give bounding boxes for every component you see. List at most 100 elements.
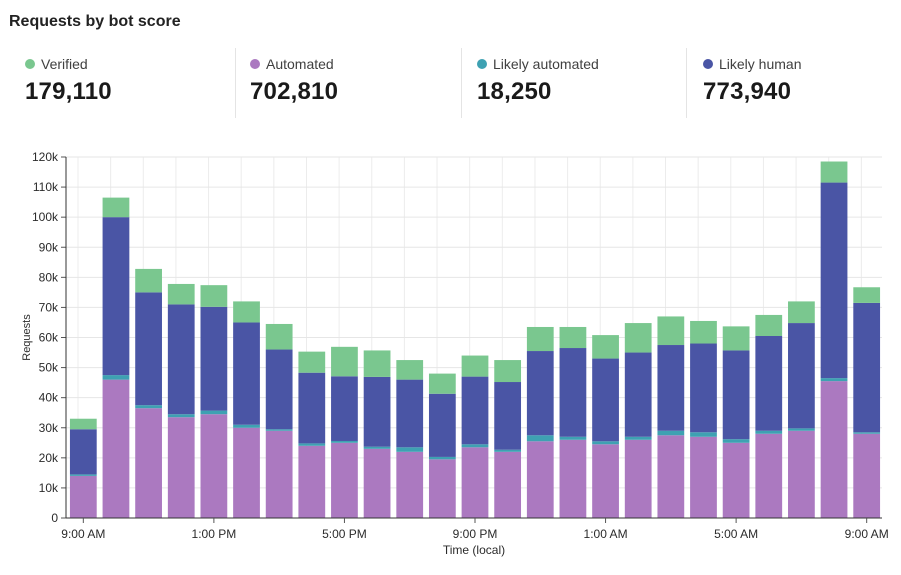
bar-segment <box>723 326 750 350</box>
bar-segment <box>364 350 391 376</box>
bar-segment <box>592 441 619 444</box>
bar-segment <box>233 301 260 322</box>
bar-segment <box>200 307 227 411</box>
bar-segment <box>755 315 782 336</box>
bar-segment <box>494 450 521 452</box>
bar-segment <box>266 324 293 350</box>
stat-divider <box>461 48 462 118</box>
x-axis-label: Time (local) <box>443 543 505 557</box>
bar-segment <box>200 414 227 518</box>
stat-divider <box>235 48 236 118</box>
y-tick-label: 110k <box>33 180 59 194</box>
bar-segment <box>135 292 162 405</box>
bar-segment <box>364 449 391 518</box>
bar-segment <box>429 459 456 518</box>
bar-segment <box>396 447 423 452</box>
bar-segment <box>560 440 587 518</box>
bar-segment <box>429 374 456 394</box>
bar-segment <box>233 425 260 428</box>
bar-segment <box>429 457 456 459</box>
stat-likely-automated: Likely automated 18,250 <box>477 48 687 120</box>
bar-segment <box>657 435 684 518</box>
stat-label: Verified <box>41 56 88 72</box>
bar-segment <box>233 428 260 518</box>
stat-label: Likely automated <box>493 56 599 72</box>
x-tick-label: 9:00 PM <box>453 527 498 541</box>
chart-title: Requests by bot score <box>9 13 181 31</box>
bar-segment <box>755 336 782 431</box>
bar-segment <box>527 327 554 351</box>
bar-segment <box>690 344 717 433</box>
y-axis-label: Requests <box>21 314 33 361</box>
x-tick-label: 5:00 PM <box>322 527 367 541</box>
bar-segment <box>625 353 652 437</box>
stat-verified: Verified 179,110 <box>25 48 235 120</box>
bar-segment <box>853 432 880 434</box>
bar-segment <box>723 439 750 443</box>
bar-segment <box>527 441 554 518</box>
likely-human-legend-dot <box>703 59 713 69</box>
bar-segment <box>364 377 391 447</box>
automated-legend-dot <box>250 59 260 69</box>
bar-segment <box>657 431 684 436</box>
bar-segment <box>560 348 587 437</box>
x-tick-label: 9:00 AM <box>61 527 105 541</box>
bar-segment <box>723 443 750 518</box>
bar-segment <box>788 428 815 430</box>
bar-segment <box>266 431 293 518</box>
bar-segment <box>70 429 97 474</box>
stat-value: 179,110 <box>25 78 112 106</box>
stat-automated: Automated 702,810 <box>250 48 460 120</box>
y-tick-label: 80k <box>39 270 59 284</box>
bar-segment <box>821 183 848 379</box>
bar-segment <box>657 316 684 345</box>
chart-card: Requests by bot score Verified 179,110 A… <box>0 0 901 575</box>
stat-label: Automated <box>266 56 334 72</box>
y-tick-label: 120k <box>32 150 59 164</box>
bar-segment <box>298 443 325 445</box>
bar-segment <box>788 301 815 323</box>
bar-segment <box>560 437 587 440</box>
bar-segment <box>135 405 162 408</box>
bar-segment <box>266 429 293 431</box>
stat-label: Likely human <box>719 56 802 72</box>
bar-segment <box>625 440 652 518</box>
y-tick-label: 100k <box>32 210 59 224</box>
bar-segment <box>70 474 97 476</box>
bar-segment <box>690 437 717 518</box>
bar-segment <box>853 287 880 303</box>
bar-segment <box>690 321 717 344</box>
y-tick-label: 30k <box>39 421 59 435</box>
y-tick-label: 10k <box>39 481 59 495</box>
bar-segment <box>135 269 162 292</box>
bar-segment <box>70 476 97 518</box>
bar-segment <box>200 411 227 415</box>
bar-segment <box>396 380 423 448</box>
stat-value: 18,250 <box>477 78 552 106</box>
bar-segment <box>592 335 619 358</box>
bar-segment <box>429 394 456 457</box>
bar-segment <box>755 431 782 434</box>
bar-segment <box>298 446 325 518</box>
bar-segment <box>821 162 848 183</box>
bar-segment <box>494 382 521 450</box>
bar-segment <box>233 322 260 424</box>
bar-segment <box>103 198 130 218</box>
bar-segment <box>364 447 391 449</box>
bar-segment <box>494 360 521 382</box>
bar-segment <box>853 303 880 432</box>
bar-segment <box>331 441 358 443</box>
bar-segment <box>788 323 815 428</box>
y-tick-label: 0 <box>51 511 58 525</box>
bar-segment <box>103 375 130 380</box>
likely-automated-legend-dot <box>477 59 487 69</box>
bar-segment <box>298 352 325 373</box>
bar-segment <box>168 304 195 414</box>
bar-segment <box>331 443 358 518</box>
bar-segment <box>168 417 195 518</box>
bar-segment <box>200 285 227 307</box>
y-tick-label: 20k <box>39 451 59 465</box>
bar-segment <box>527 435 554 441</box>
bar-segment <box>331 347 358 376</box>
bar-segment <box>331 376 358 441</box>
